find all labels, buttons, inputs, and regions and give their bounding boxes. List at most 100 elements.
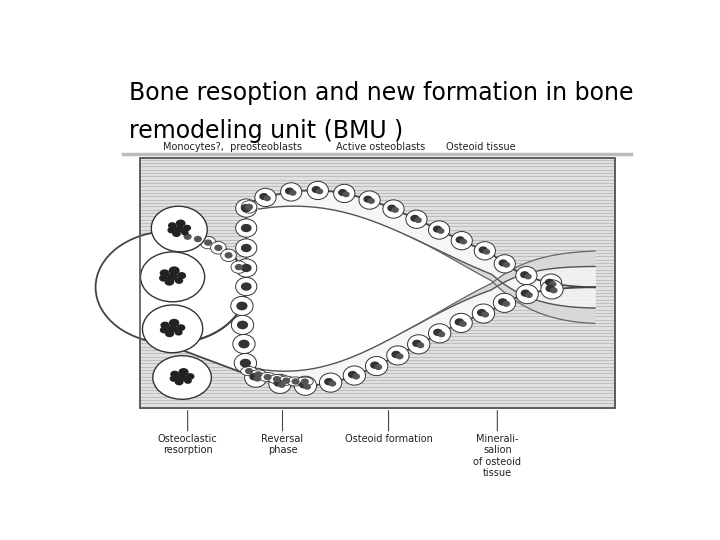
Circle shape [477,309,486,315]
Circle shape [317,189,323,193]
Circle shape [364,197,372,202]
Ellipse shape [235,219,257,237]
Ellipse shape [287,377,304,386]
Ellipse shape [269,374,291,394]
Circle shape [413,340,421,346]
Circle shape [171,376,177,381]
Ellipse shape [235,278,257,296]
Circle shape [186,374,194,379]
Circle shape [526,293,532,298]
Circle shape [161,327,168,333]
Circle shape [160,275,168,281]
Circle shape [551,288,557,293]
Circle shape [525,274,531,279]
Circle shape [168,228,175,233]
Circle shape [368,199,374,203]
Circle shape [461,239,467,244]
Ellipse shape [294,376,317,395]
Ellipse shape [516,285,539,303]
Ellipse shape [153,356,212,399]
Circle shape [194,237,201,241]
Circle shape [438,229,444,233]
Circle shape [343,192,349,197]
Text: Osteoid tissue: Osteoid tissue [446,142,516,152]
Circle shape [460,321,466,326]
Circle shape [161,270,168,276]
Ellipse shape [406,210,427,228]
Ellipse shape [383,200,404,218]
Circle shape [290,191,296,195]
Circle shape [250,374,258,380]
Circle shape [246,205,253,210]
Circle shape [274,377,280,382]
Ellipse shape [240,367,258,376]
Circle shape [348,372,356,377]
Circle shape [242,205,251,212]
Circle shape [170,320,179,326]
Text: Bone resoption and new formation in bone: Bone resoption and new formation in bone [129,82,634,105]
Circle shape [503,301,510,306]
Bar [140,158,615,408]
Ellipse shape [231,296,253,315]
Ellipse shape [307,181,328,200]
Circle shape [215,245,222,251]
Circle shape [96,231,246,343]
Circle shape [411,215,418,221]
Ellipse shape [278,376,294,385]
Circle shape [375,364,382,369]
Circle shape [371,362,379,368]
Ellipse shape [516,266,537,285]
Circle shape [550,282,556,286]
Ellipse shape [140,252,204,302]
Circle shape [178,374,186,381]
Ellipse shape [221,249,236,261]
Circle shape [184,234,191,239]
Ellipse shape [200,237,216,249]
Ellipse shape [408,335,430,354]
Circle shape [418,343,423,348]
Circle shape [482,312,488,317]
Ellipse shape [366,356,388,376]
Ellipse shape [428,324,451,343]
Polygon shape [404,251,595,332]
Circle shape [179,369,188,375]
Text: Active osteoblasts: Active osteoblasts [336,142,425,152]
Circle shape [521,290,529,296]
Text: Minerali-
salion
of osteoid
tissue: Minerali- salion of osteoid tissue [473,434,521,478]
Circle shape [456,237,464,242]
Circle shape [546,286,554,292]
Circle shape [300,382,307,388]
Circle shape [168,274,177,280]
Circle shape [455,319,464,325]
Circle shape [176,278,183,284]
Circle shape [173,231,180,237]
Circle shape [169,267,179,274]
Circle shape [165,279,174,285]
Circle shape [176,379,183,384]
Ellipse shape [233,334,255,354]
Circle shape [242,265,251,272]
Ellipse shape [387,346,409,365]
Circle shape [246,369,253,374]
Circle shape [499,260,507,266]
Ellipse shape [259,373,276,382]
Circle shape [388,205,395,211]
Ellipse shape [231,261,247,273]
Circle shape [283,378,289,383]
Circle shape [503,262,510,267]
Circle shape [329,381,336,386]
Ellipse shape [235,239,257,257]
Circle shape [302,379,308,384]
Circle shape [181,230,188,235]
Circle shape [279,382,285,387]
Ellipse shape [493,293,516,313]
Circle shape [185,379,191,383]
Ellipse shape [320,373,342,392]
Circle shape [480,247,487,253]
Ellipse shape [451,232,472,250]
Ellipse shape [255,188,276,207]
Ellipse shape [472,304,495,323]
Circle shape [168,223,176,228]
Circle shape [242,245,251,252]
Circle shape [292,379,299,384]
